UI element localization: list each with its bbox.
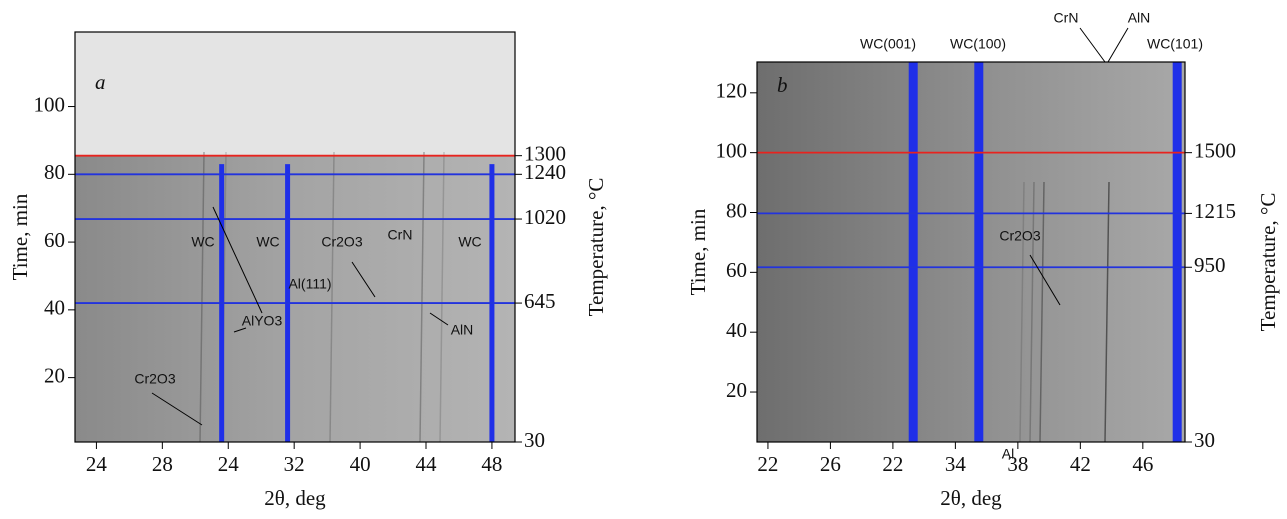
plot-frame: [756, 61, 1186, 443]
x-tick-label: 38: [1007, 452, 1028, 476]
x-tick-label: 42: [1070, 452, 1091, 476]
y-tick-label: 100: [716, 138, 748, 162]
annotation: WC: [256, 234, 279, 250]
x-tick-label: 34: [945, 452, 967, 476]
plot-frame: [74, 31, 516, 443]
y2-tick-label: 1500: [1194, 138, 1236, 162]
annotation: Al: [1002, 446, 1014, 462]
intensity-map-top: [75, 32, 515, 156]
y2-tick-label: 30: [524, 428, 545, 452]
diffraction-streak: [439, 151, 445, 443]
x-tick-label: 22: [757, 452, 778, 476]
y-tick-label: 20: [44, 363, 65, 387]
annotation: WC: [458, 234, 481, 250]
x-tick-label: 22: [882, 452, 903, 476]
annotation: Al(111): [288, 276, 331, 292]
x-axis-label: 2θ, deg: [940, 486, 1002, 510]
x-tick-label: 28: [152, 452, 173, 476]
annotation-leader: [151, 392, 203, 426]
annotation: AlYO3: [242, 313, 283, 329]
panel-label: b: [777, 73, 788, 97]
annotation-leader: [429, 312, 449, 326]
y-axis-label: Time, min: [686, 208, 710, 295]
y2-tick-label: 1300: [524, 141, 566, 165]
annotation: WC: [191, 234, 214, 250]
annotation: WC(100): [950, 36, 1006, 52]
x-tick-label: 46: [1132, 452, 1153, 476]
x-tick-label: 48: [481, 452, 502, 476]
diffraction-streak: [1104, 181, 1110, 443]
x-tick-label: 24: [86, 452, 108, 476]
y2-axis-label: Temperature, °C: [1256, 193, 1280, 332]
y2-tick-label: 30: [1194, 428, 1215, 452]
y-tick-label: 80: [44, 160, 65, 184]
y2-axis-label: Temperature, °C: [584, 178, 608, 317]
y-tick-label: 60: [44, 228, 65, 252]
annotation-leader: [1107, 27, 1129, 63]
y-tick-label: 120: [716, 79, 748, 103]
diffraction-streak: [1019, 181, 1025, 443]
y-tick-label: 40: [726, 318, 747, 342]
annotation: AlN: [451, 322, 474, 338]
x-tick-label: 24: [218, 452, 240, 476]
annotation-leader: [212, 206, 263, 314]
annotation: WC(001): [860, 36, 916, 52]
diffraction-streak: [419, 151, 425, 443]
y-tick-label: 100: [34, 92, 66, 116]
annotation-leader: [1079, 27, 1106, 63]
y-axis-label: Time, min: [8, 193, 32, 280]
annotation: AlN: [1128, 10, 1151, 26]
x-tick-label: 26: [820, 452, 841, 476]
x-axis-label: 2θ, deg: [264, 486, 326, 510]
y2-tick-label: 950: [1194, 253, 1226, 277]
annotation-leader: [351, 261, 376, 298]
annotation: WC(101): [1147, 36, 1203, 52]
annotation: Cr2O3: [321, 234, 362, 250]
diffraction-streak: [199, 151, 205, 443]
y2-tick-label: 645: [524, 289, 556, 313]
diffraction-streak: [1029, 181, 1035, 443]
y-tick-label: 80: [726, 198, 747, 222]
y2-tick-label: 1215: [1194, 199, 1236, 223]
annotation: Cr2O3: [134, 371, 175, 387]
y-tick-label: 20: [726, 378, 747, 402]
x-tick-label: 40: [350, 452, 371, 476]
annotation-leader: [1029, 254, 1061, 306]
y-tick-label: 60: [726, 258, 747, 282]
annotation: CrN: [388, 227, 413, 243]
annotation: CrN: [1054, 10, 1079, 26]
diffraction-streak: [1039, 181, 1045, 443]
diffraction-streak: [329, 151, 335, 443]
annotation-leader: [233, 327, 247, 333]
y-tick-label: 40: [44, 296, 65, 320]
annotation: Cr2O3: [999, 228, 1040, 244]
intensity-map: [757, 62, 1185, 442]
y2-tick-label: 1020: [524, 205, 566, 229]
x-tick-label: 32: [284, 452, 305, 476]
panel-label: a: [95, 70, 106, 94]
y2-tick-label: 1240: [524, 160, 566, 184]
x-tick-label: 44: [416, 452, 438, 476]
